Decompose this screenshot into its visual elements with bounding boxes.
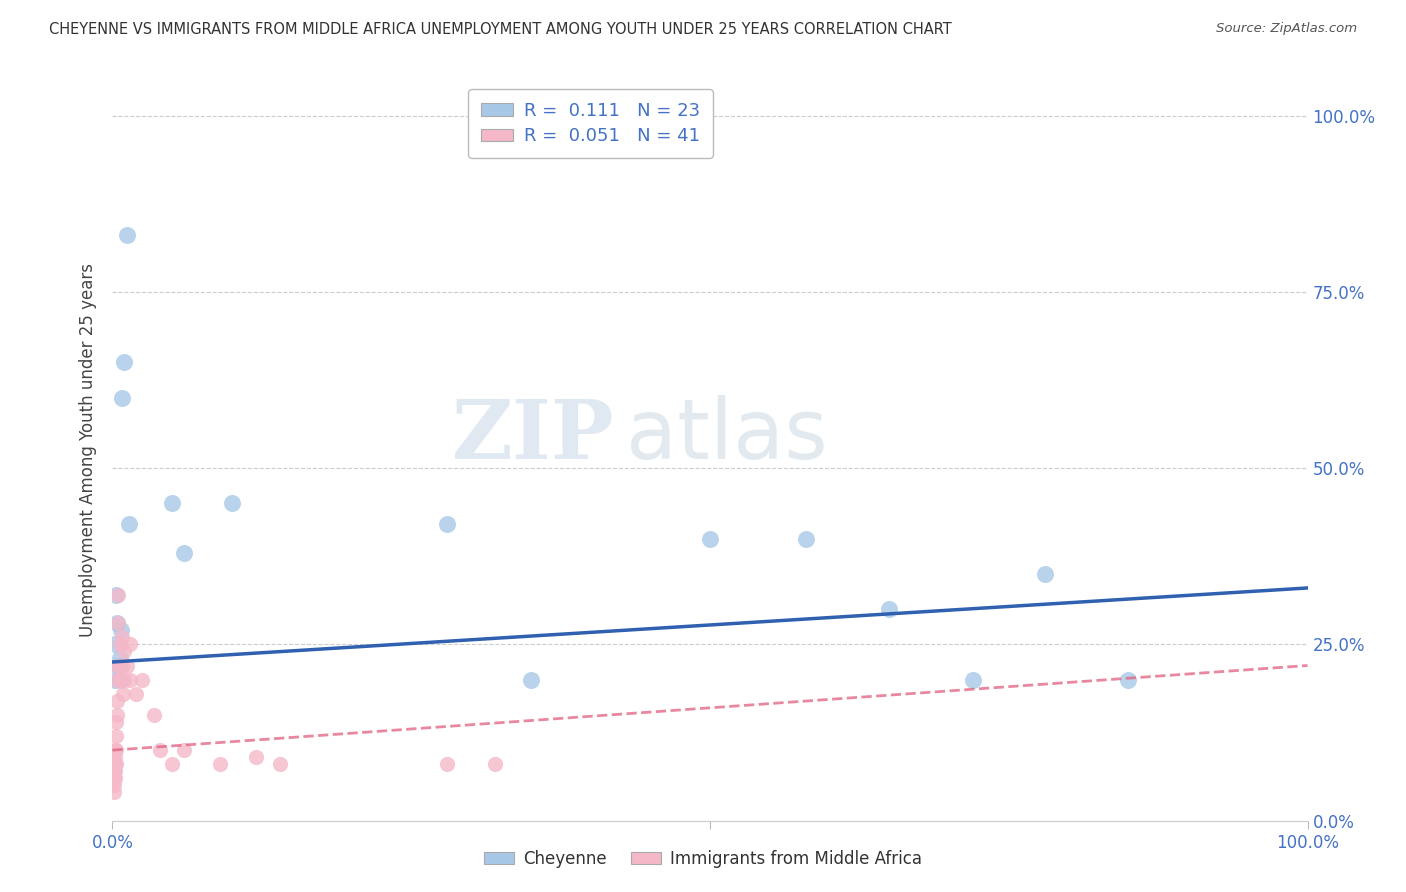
Point xyxy=(484,757,506,772)
Point xyxy=(962,673,984,687)
Legend: R =  0.111   N = 23, R =  0.051   N = 41: R = 0.111 N = 23, R = 0.051 N = 41 xyxy=(468,89,713,158)
Point xyxy=(104,743,127,757)
Point xyxy=(112,687,135,701)
Point xyxy=(105,757,128,772)
Point xyxy=(103,764,125,779)
Point xyxy=(104,673,127,687)
Point xyxy=(107,658,129,673)
Point xyxy=(111,630,134,644)
Point xyxy=(105,673,128,687)
Point xyxy=(125,687,148,701)
Point xyxy=(1033,566,1056,581)
Point xyxy=(699,532,721,546)
Point xyxy=(120,637,142,651)
Point xyxy=(794,532,817,546)
Point xyxy=(105,714,128,729)
Point xyxy=(107,658,129,673)
Point xyxy=(149,743,172,757)
Point xyxy=(221,496,243,510)
Point xyxy=(105,743,128,757)
Point xyxy=(108,637,131,651)
Point xyxy=(114,355,135,369)
Point xyxy=(105,694,128,708)
Point xyxy=(162,496,183,510)
Point xyxy=(105,707,128,722)
Point xyxy=(105,729,128,743)
Point xyxy=(103,772,125,786)
Text: Source: ZipAtlas.com: Source: ZipAtlas.com xyxy=(1216,22,1357,36)
Point xyxy=(173,743,195,757)
Point xyxy=(104,750,127,764)
Point xyxy=(108,651,131,665)
Point xyxy=(115,228,138,243)
Text: atlas: atlas xyxy=(627,395,828,476)
Point xyxy=(245,750,267,764)
Point xyxy=(103,778,125,792)
Point xyxy=(173,546,195,560)
Point xyxy=(105,616,128,631)
Point xyxy=(104,764,127,779)
Y-axis label: Unemployment Among Youth under 25 years: Unemployment Among Youth under 25 years xyxy=(79,263,97,638)
Point xyxy=(120,673,142,687)
Point xyxy=(104,637,127,651)
Point xyxy=(143,707,166,722)
Point xyxy=(111,391,134,405)
Point xyxy=(269,757,291,772)
Point xyxy=(103,785,125,799)
Point xyxy=(115,658,138,673)
Point xyxy=(104,772,127,786)
Point xyxy=(110,673,132,687)
Point xyxy=(105,588,128,602)
Point xyxy=(209,757,232,772)
Point xyxy=(118,517,141,532)
Point xyxy=(879,602,901,616)
Point xyxy=(1118,673,1140,687)
Point xyxy=(108,658,131,673)
Point xyxy=(104,757,127,772)
Point xyxy=(436,517,458,532)
Point xyxy=(110,673,132,687)
Point xyxy=(107,588,129,602)
Point xyxy=(107,616,129,631)
Point xyxy=(111,658,134,673)
Point xyxy=(436,757,458,772)
Point xyxy=(520,673,543,687)
Point xyxy=(110,624,132,638)
Point xyxy=(131,673,153,687)
Point xyxy=(162,757,183,772)
Legend: Cheyenne, Immigrants from Middle Africa: Cheyenne, Immigrants from Middle Africa xyxy=(478,844,928,875)
Point xyxy=(114,673,135,687)
Text: ZIP: ZIP xyxy=(451,396,614,475)
Point xyxy=(114,644,135,658)
Text: CHEYENNE VS IMMIGRANTS FROM MIDDLE AFRICA UNEMPLOYMENT AMONG YOUTH UNDER 25 YEAR: CHEYENNE VS IMMIGRANTS FROM MIDDLE AFRIC… xyxy=(49,22,952,37)
